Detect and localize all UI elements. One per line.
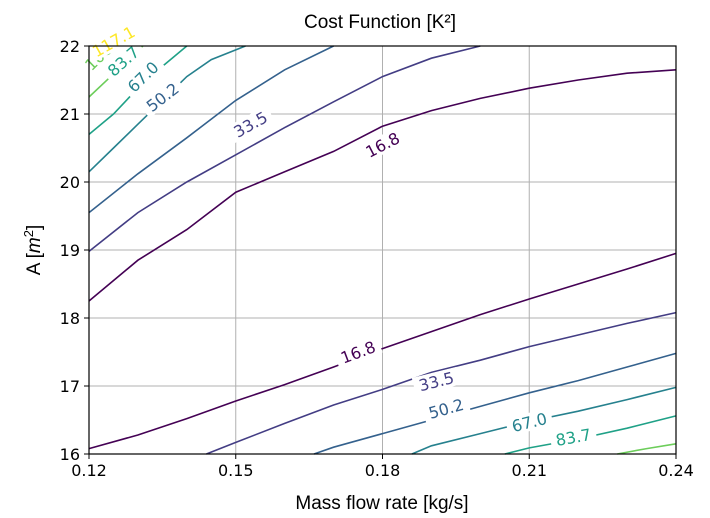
y-tick-label: 19	[60, 241, 80, 260]
y-tick-label: 22	[60, 37, 80, 56]
contour-line	[617, 443, 677, 455]
contour-label: 83.7	[549, 424, 598, 450]
contour-label-text: 50.2	[427, 395, 466, 423]
contour-label: 33.5	[411, 366, 461, 396]
y-axis-label: A [m2]	[21, 225, 46, 276]
contour-label-bg	[100, 38, 147, 84]
y-tick-label: 16	[60, 445, 80, 464]
y-tick-label: 20	[60, 173, 80, 192]
x-tick-label: 0.15	[218, 461, 254, 480]
contour-label-bg	[357, 126, 408, 164]
contour-label: 16.8	[333, 335, 383, 369]
contour-line	[206, 311, 677, 455]
contour-label: 50.2	[421, 393, 471, 424]
contour-label-text: 16.8	[338, 337, 378, 367]
contour-label: 67.0	[120, 54, 166, 100]
contour-label-bg	[421, 393, 471, 424]
contour-label-text: 33.5	[417, 368, 456, 395]
x-tick-label: 0.21	[511, 461, 547, 480]
contour-label-bg	[120, 54, 166, 100]
x-tick-label: 0.24	[658, 461, 694, 480]
contour-label-bg	[333, 335, 383, 369]
grid-lines	[88, 45, 677, 455]
contour-line	[88, 69, 677, 302]
x-tick-label: 0.12	[71, 461, 107, 480]
y-tick-label: 17	[60, 377, 80, 396]
contour-line	[313, 352, 677, 455]
contour-label: 33.5	[225, 105, 275, 144]
contour-line	[88, 45, 481, 253]
y-tick-label: 18	[60, 309, 80, 328]
contour-line	[88, 45, 334, 214]
x-tick-label: 0.18	[365, 461, 401, 480]
x-axis-ticks: 0.12 0.15 0.18 0.21 0.24	[71, 454, 694, 480]
contour-label-text: 67.0	[510, 409, 549, 436]
y-tick-label: 21	[60, 105, 80, 124]
contour-label-bg	[84, 19, 143, 63]
contour-label-text: 83.7	[554, 425, 592, 450]
contour-label-bg	[504, 407, 554, 437]
contour-label-bg	[138, 75, 187, 119]
contour-label-bg	[225, 105, 275, 144]
contour-label-bg	[411, 366, 461, 396]
contour-label-bg	[549, 424, 598, 450]
y-axis-ticks: 16 17 18 19 20 21 22	[60, 37, 89, 464]
contour-line	[88, 252, 677, 450]
chart-title: Cost Function [K²]	[304, 12, 456, 33]
x-axis-label: Mass flow rate [kg/s]	[295, 493, 468, 514]
